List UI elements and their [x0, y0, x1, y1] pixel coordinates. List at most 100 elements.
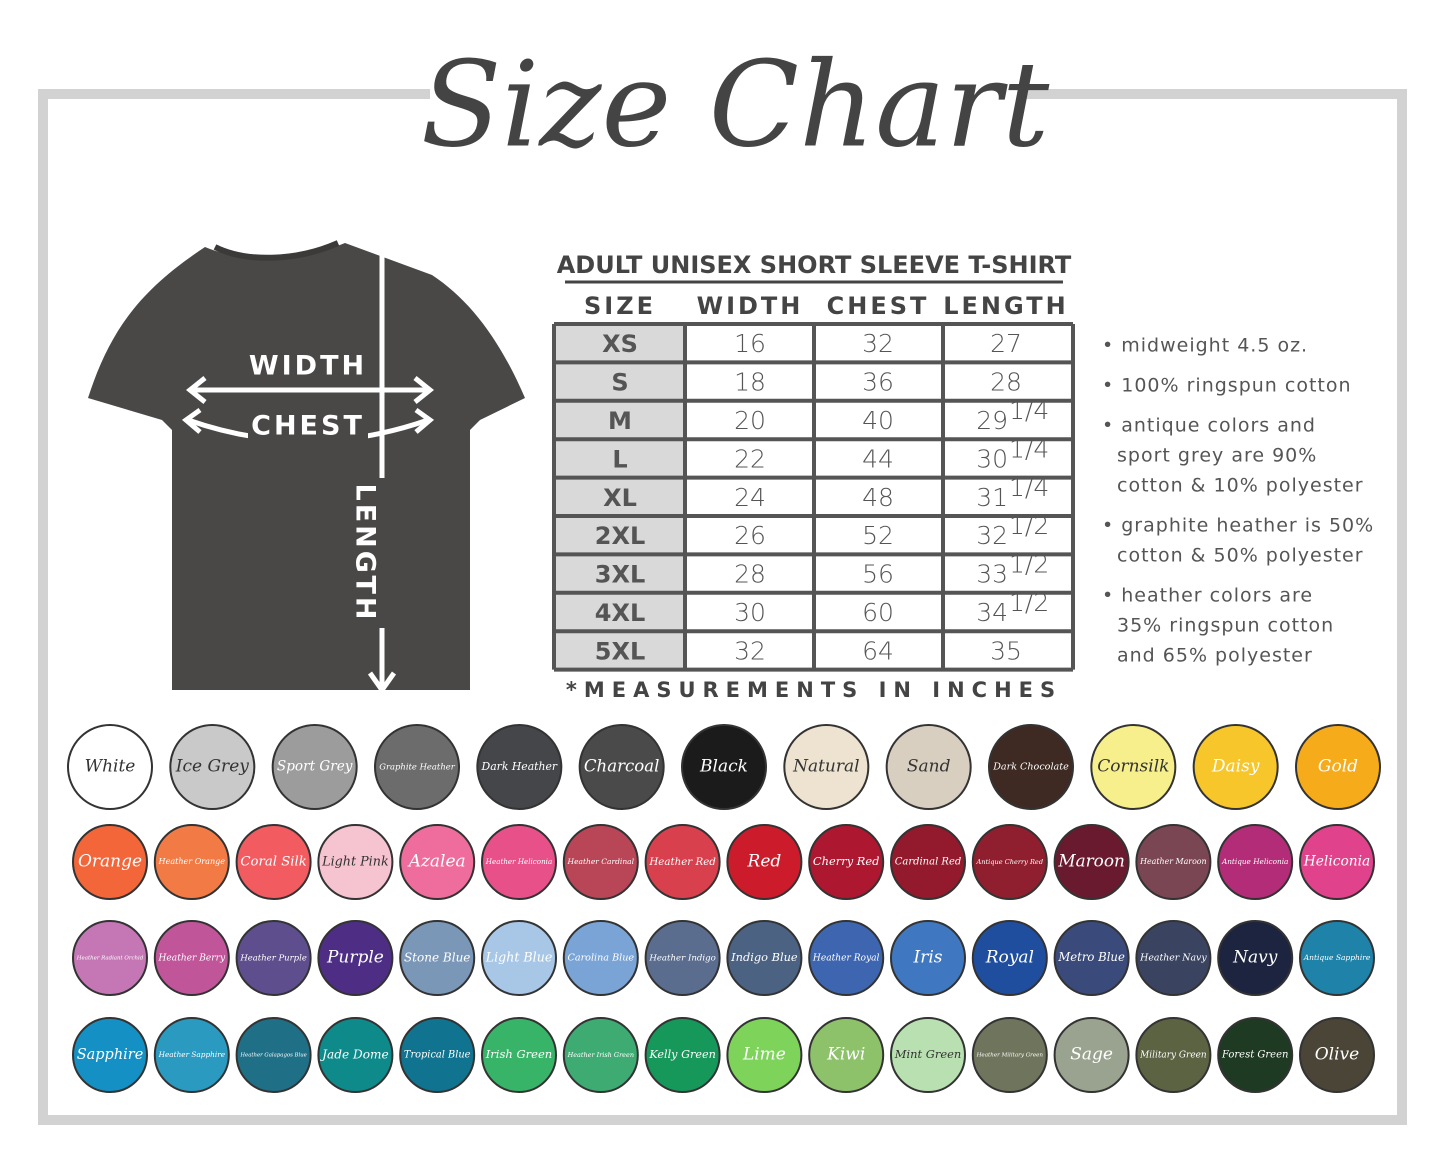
- color-swatch: [271, 724, 358, 810]
- swatches: White Ice Grey Sport Grey Graphite Heather D…: [67, 724, 1381, 1093]
- color-swatch: [235, 824, 312, 900]
- swatch-name: Iris: [912, 948, 942, 968]
- swatch-name: Antique Heliconia: [1221, 857, 1288, 866]
- color-swatch: [885, 724, 972, 810]
- width-cell: 20: [734, 406, 766, 435]
- color-swatch: [1135, 824, 1212, 900]
- column-header: CHEST: [827, 292, 930, 320]
- color-swatch: [399, 824, 476, 900]
- color-swatch: [644, 920, 721, 996]
- swatch-name: Military Green: [1139, 1051, 1207, 1061]
- color-swatch: [235, 920, 312, 996]
- swatch-name: Dark Heather: [481, 760, 558, 773]
- swatch-name: Royal: [985, 948, 1034, 968]
- swatch-name: Natural: [792, 757, 860, 777]
- color-swatch: [317, 920, 394, 996]
- color-swatch: [644, 824, 721, 900]
- swatch-name: Heather Orange: [158, 857, 226, 866]
- swatch-name: Heather Indigo: [648, 954, 715, 964]
- swatch-name: Heather Sapphire: [158, 1050, 225, 1059]
- color-swatch: [1295, 724, 1381, 810]
- size-cell: 2XL: [595, 522, 646, 550]
- title-backdrop: [430, 60, 1020, 130]
- size-cell: XL: [603, 484, 637, 512]
- note-line: • graphite heather is 50%: [1102, 515, 1374, 537]
- swatch-name: Heather Navy: [1139, 953, 1207, 964]
- color-swatch: [153, 1017, 230, 1093]
- note-line: sport grey are 90%: [1117, 445, 1317, 467]
- width-cell: 22: [734, 444, 766, 473]
- title: Size Chart: [421, 36, 1050, 174]
- chest-cell: 52: [862, 521, 894, 550]
- label-backdrop: [364, 478, 400, 628]
- swatch-name: Carolina Blue: [568, 953, 635, 964]
- column-header: SIZE: [584, 292, 656, 320]
- swatch-name: Metro Blue: [1057, 950, 1125, 964]
- color-swatch: [153, 920, 230, 996]
- chest-cell: 36: [862, 368, 894, 397]
- length-cell: 28: [990, 368, 1022, 397]
- width-cell: 30: [734, 598, 766, 627]
- color-swatch: [317, 824, 394, 900]
- length-cell: 32: [976, 521, 1008, 550]
- swatch-name: Indigo Blue: [730, 950, 798, 964]
- color-swatch: [644, 1017, 721, 1093]
- color-swatch: [971, 824, 1048, 900]
- swatch-name: Kiwi: [826, 1045, 865, 1065]
- notes: • midweight 4.5 oz. • 100% ringspun cotto…: [1102, 335, 1374, 667]
- swatch-name: Light Pink: [321, 855, 389, 870]
- swatch-name: Antique Cherry Red: [976, 858, 1043, 866]
- width-cell: 26: [734, 521, 766, 550]
- swatch-name: Red: [747, 852, 782, 872]
- swatch-name: Orange: [78, 852, 142, 872]
- swatch-name: Gold: [1318, 757, 1358, 777]
- color-swatch: [783, 724, 870, 810]
- swatch-name: White: [85, 757, 136, 777]
- color-swatch: [153, 824, 230, 900]
- chest-cell: 64: [862, 636, 894, 665]
- color-swatch: [988, 724, 1074, 810]
- swatch-name: Mint Green: [894, 1047, 961, 1061]
- size-column: [554, 324, 685, 670]
- swatch-name: Sapphire: [77, 1047, 144, 1063]
- color-swatch: [72, 824, 148, 900]
- color-swatch: [399, 920, 476, 996]
- swatch-name: Kelly Green: [648, 1048, 716, 1061]
- size-cell: 5XL: [595, 637, 646, 665]
- note-line: • midweight 4.5 oz.: [1102, 335, 1308, 357]
- color-swatch: [1217, 824, 1294, 900]
- width-cell: 32: [734, 636, 766, 665]
- color-swatch: [971, 1017, 1048, 1093]
- table-title: ADULT UNISEX SHORT SLEEVE T-SHIRT: [557, 251, 1072, 279]
- footnote: *MEASUREMENTS IN INCHES: [566, 678, 1062, 702]
- color-swatch: [890, 920, 966, 996]
- column-header: WIDTH: [697, 292, 804, 320]
- swatch-name: Irish Green: [485, 1047, 552, 1061]
- color-swatch: [1053, 1017, 1130, 1093]
- color-swatch: [808, 1017, 885, 1093]
- note-line: cotton & 50% polyester: [1117, 545, 1364, 567]
- color-swatch: [67, 724, 153, 810]
- swatch-name: Cherry Red: [813, 854, 880, 868]
- note-line: • antique colors and: [1102, 415, 1316, 437]
- swatch-name: Tropical Blue: [404, 1050, 471, 1061]
- label-backdrop: [248, 408, 368, 444]
- color-swatch: [726, 824, 803, 900]
- color-swatch: [235, 1017, 312, 1093]
- color-swatch: [562, 920, 639, 996]
- chest-cell: 32: [862, 329, 894, 358]
- color-swatch: [808, 920, 885, 996]
- swatch-name: Antique Sapphire: [1303, 953, 1371, 962]
- swatch-name: Graphite Heather: [379, 762, 455, 772]
- color-swatch: [562, 1017, 639, 1093]
- swatch-name: Forest Green: [1221, 1050, 1288, 1061]
- swatch-name: Heather Galapagos Blue: [239, 1053, 306, 1059]
- width-cell: 28: [734, 560, 766, 589]
- swatch-name: Heather Purple: [239, 954, 307, 964]
- color-swatch: [1192, 724, 1279, 810]
- color-swatch: [481, 920, 557, 996]
- color-swatch: [374, 724, 460, 810]
- color-swatch: [481, 824, 557, 900]
- color-swatch: [808, 824, 885, 900]
- color-swatch: [1090, 724, 1177, 810]
